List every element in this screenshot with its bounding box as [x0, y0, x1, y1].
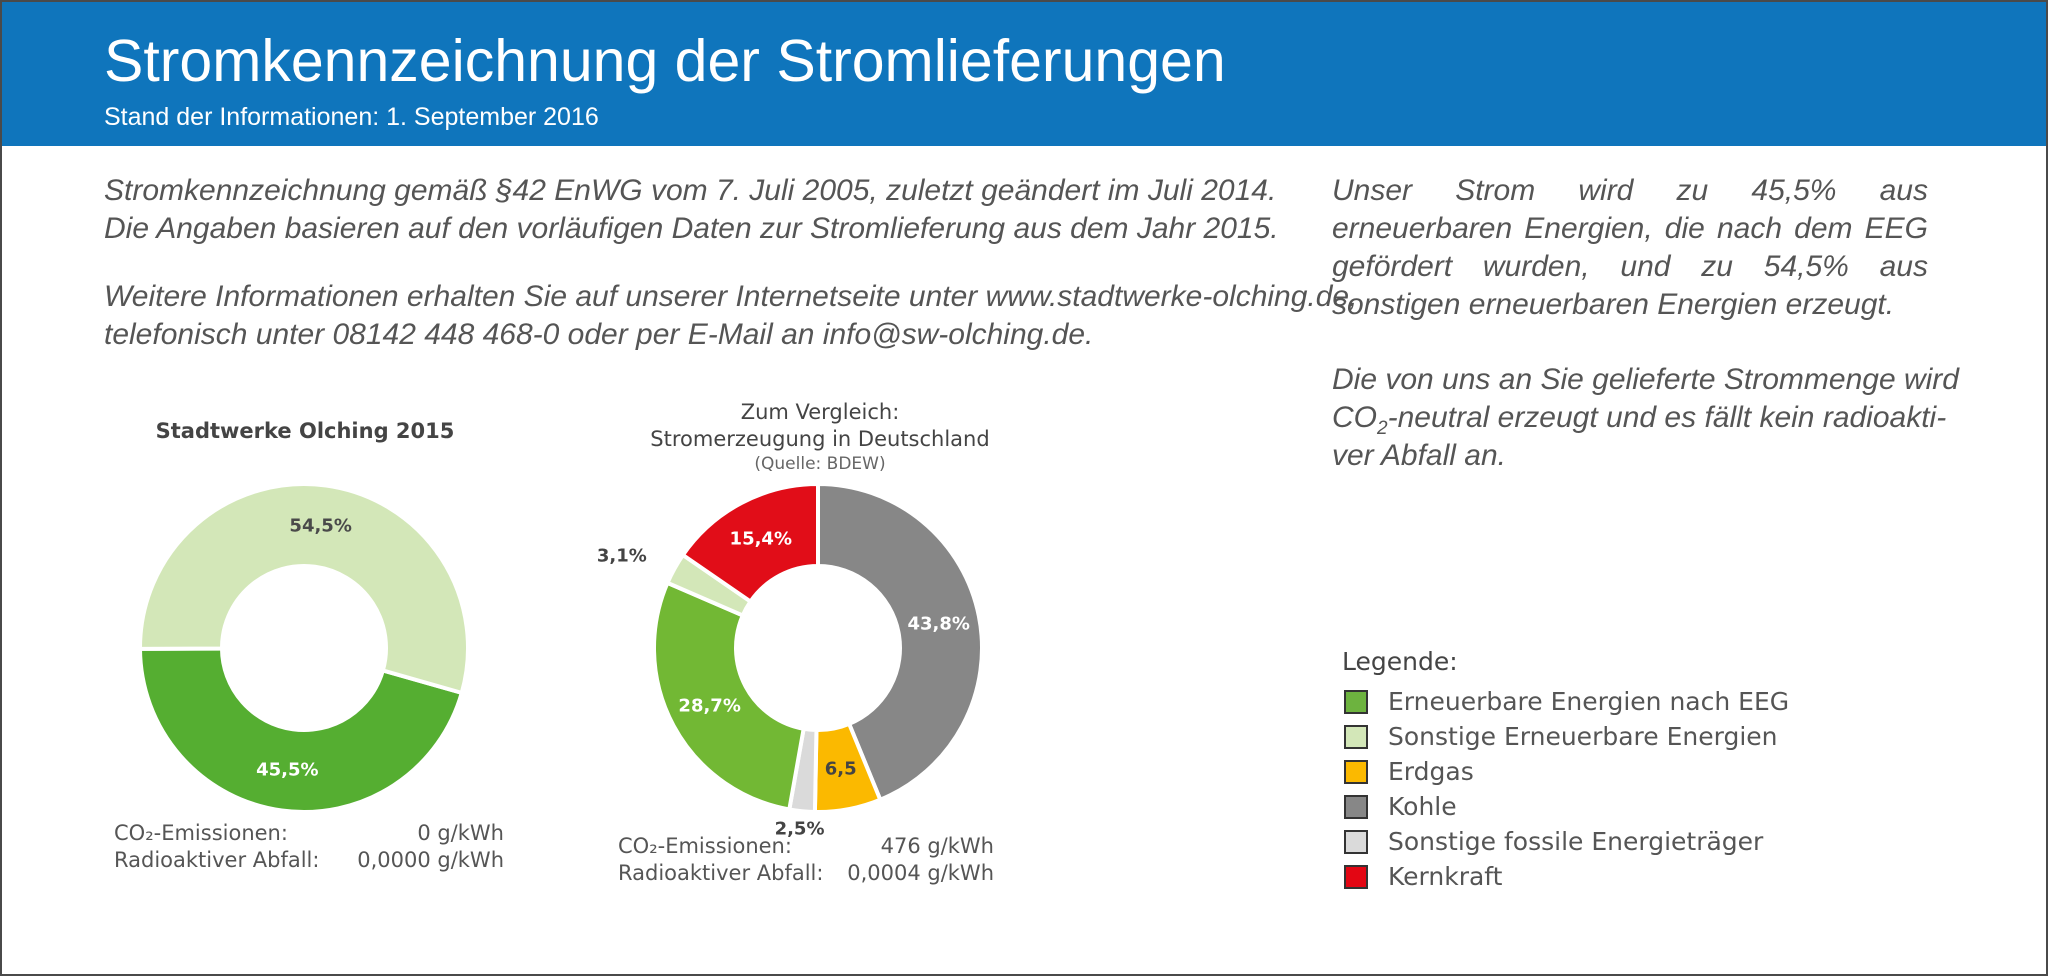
slice-erneuerbare-energien-nach-eeg — [652, 580, 806, 812]
slice-label-erdgas: 6,5 — [825, 758, 857, 779]
slice-sonstige-erneuerbare-energien — [138, 482, 470, 695]
legend-item-kernkraft: Kernkraft — [1342, 861, 1902, 896]
legend-label: Kohle — [1388, 792, 1457, 821]
sidebar-paragraph-energy-mix: Unser Strom wird zu 45,5% aus erneuerbar… — [1332, 172, 1928, 324]
chart-1-donut: 45,5% 54,5% — [138, 482, 470, 814]
legend: Legende: Erneuerbare Energien nach EEG S… — [1342, 646, 1902, 896]
chart-1-waste-row: Radioaktiver Abfall: 0,0000 g/kWh — [114, 847, 504, 874]
sidebar-para-2-line-1: Die von uns an Sie gelieferte Strommenge… — [1332, 363, 1959, 396]
legend-item-sonstige-fossile: Sonstige fossile Energieträger — [1342, 826, 1902, 861]
co2-text: CO — [1332, 401, 1377, 434]
intro-paragraph-legal: Stromkennzeichnung gemäß §42 EnWG vom 7.… — [104, 172, 1304, 248]
intro-line-3: Weitere Informationen erhalten Sie auf u… — [104, 280, 1358, 313]
legend-swatch — [1344, 865, 1368, 889]
slice-label-erneuerbare-energien-nach-eeg: 28,7% — [678, 696, 740, 717]
legend-label: Kernkraft — [1388, 862, 1503, 891]
chart-2-title-line-1: Zum Vergleich: — [740, 400, 900, 424]
slice-label-kernkraft: 15,4% — [730, 529, 792, 550]
legend-label: Sonstige fossile Energieträger — [1388, 827, 1764, 856]
slice-kohle — [816, 482, 984, 802]
legend-item-erdgas: Erdgas — [1342, 756, 1902, 791]
chart-1-waste-value: 0,0000 g/kWh — [357, 848, 504, 872]
chart-2-stats: CO₂-Emissionen: 476 g/kWh Radioaktiver A… — [618, 833, 994, 887]
co2-rest-text: -neutral erzeugt und es fällt kein radio… — [1387, 401, 1947, 434]
legend-title: Legende: — [1342, 647, 1458, 676]
legend-swatch — [1344, 725, 1368, 749]
chart-2-source: (Quelle: BDEW) — [754, 454, 886, 474]
intro-paragraph-contact: Weitere Informationen erhalten Sie auf u… — [104, 278, 1358, 354]
slice-label-sonstige-erneuerbare-energien: 3,1% — [597, 545, 647, 566]
chart-1-co2-row: CO₂-Emissionen: 0 g/kWh — [114, 820, 504, 847]
sidebar-para-2-line-3: ver Abfall an. — [1332, 439, 1506, 472]
legend-label: Erneuerbare Energien nach EEG — [1388, 687, 1790, 716]
chart-2-waste-value: 0,0004 g/kWh — [847, 861, 994, 885]
legend-item-kohle: Kohle — [1342, 791, 1902, 826]
chart-2-co2-row: CO₂-Emissionen: 476 g/kWh — [618, 833, 994, 860]
chart-2-donut: 43,8% 6,5 2,5% 28,7% 3,1% 15,4% — [597, 482, 984, 840]
legend-label: Sonstige Erneuerbare Energien — [1388, 722, 1778, 751]
legend-item-eeg: Erneuerbare Energien nach EEG — [1342, 686, 1902, 721]
slice-erneuerbare-energien-nach-eeg — [138, 646, 464, 814]
legend-swatch — [1344, 760, 1368, 784]
chart-1-waste-label: Radioaktiver Abfall: — [114, 848, 320, 872]
chart-1-title: Stadtwerke Olching 2015 — [155, 419, 455, 443]
slice-kernkraft — [680, 482, 820, 604]
sidebar-para-1-text: Unser Strom wird zu 45,5% aus erneuerbar… — [1332, 174, 1928, 321]
intro-line-4: telefonisch unter 08142 448 468-0 oder p… — [104, 318, 1094, 351]
legend-swatch — [1344, 690, 1368, 714]
intro-line-2: Die Angaben basieren auf den vorläufigen… — [104, 212, 1279, 245]
sidebar-para-2-line-2: CO2-neutral erzeugt und es fällt kein ra… — [1332, 399, 1946, 439]
chart-2-co2-label: CO₂-Emissionen: — [618, 834, 792, 858]
legend-label: Erdgas — [1388, 757, 1474, 786]
legend-item-sonstige-erneuerbare: Sonstige Erneuerbare Energien — [1342, 721, 1902, 756]
page-title: Stromkennzeichnung der Stromlieferungen — [104, 28, 1226, 94]
legend-swatch — [1344, 830, 1368, 854]
intro-line-1: Stromkennzeichnung gemäß §42 EnWG vom 7.… — [104, 174, 1277, 207]
chart-2-co2-value: 476 g/kWh — [880, 834, 994, 858]
chart-1-co2-value: 0 g/kWh — [417, 821, 504, 845]
chart-2-title-line-2: Stromerzeugung in Deutschland — [650, 427, 990, 451]
co2-subscript: 2 — [1377, 418, 1388, 439]
page-subtitle: Stand der Informationen: 1. September 20… — [104, 103, 599, 131]
chart-2-waste-label: Radioaktiver Abfall: — [618, 861, 824, 885]
slice-label-sonstige-erneuerbare-energien: 54,5% — [289, 516, 351, 537]
slice-label-sonstige-fossile-energietraeger: 2,5% — [775, 819, 825, 840]
chart-1-stats: CO₂-Emissionen: 0 g/kWh Radioaktiver Abf… — [114, 820, 504, 874]
header-banner: Stromkennzeichnung der Stromlieferungen … — [2, 2, 2046, 146]
chart-2-waste-row: Radioaktiver Abfall: 0,0004 g/kWh — [618, 860, 994, 887]
slice-label-kohle: 43,8% — [907, 614, 969, 635]
slice-label-erneuerbare-energien-nach-eeg: 45,5% — [256, 759, 318, 780]
chart-2-title-block: Zum Vergleich: Stromerzeugung in Deutsch… — [570, 399, 1070, 475]
sidebar-paragraph-co2: Die von uns an Sie gelieferte Strommenge… — [1332, 361, 1959, 475]
chart-1-co2-label: CO₂-Emissionen: — [114, 821, 288, 845]
legend-swatch — [1344, 795, 1368, 819]
